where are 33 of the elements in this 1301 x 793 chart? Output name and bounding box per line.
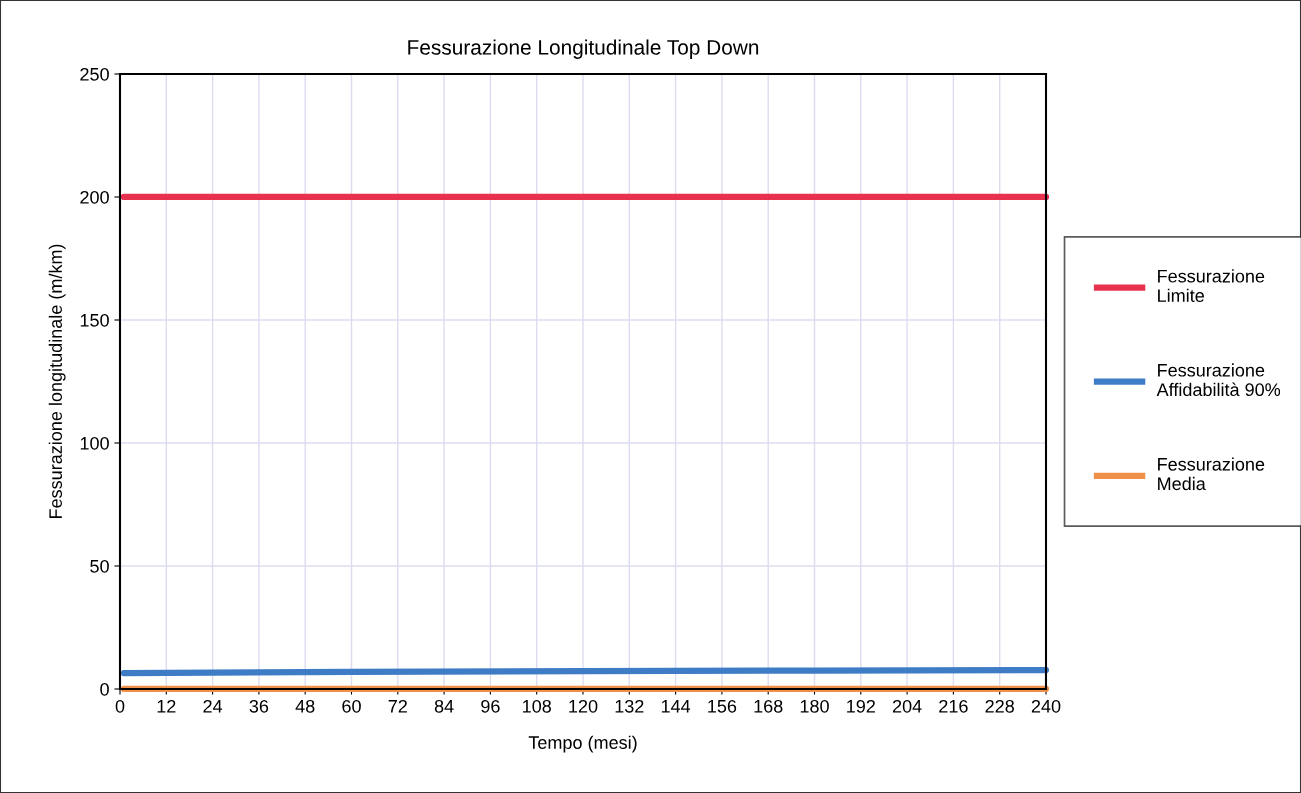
y-tick-label: 50 xyxy=(90,559,109,573)
y-tick-label: 0 xyxy=(100,682,109,696)
legend-label: Fessurazione Affidabilità 90% xyxy=(1156,363,1281,397)
y-tick-label: 200 xyxy=(80,190,109,204)
y-tick-label: 100 xyxy=(80,436,109,450)
x-tick-label: 168 xyxy=(754,699,783,713)
x-tick-label: 156 xyxy=(708,699,737,713)
x-tick-label: 96 xyxy=(481,699,500,713)
x-tick-label: 84 xyxy=(434,699,454,713)
x-tick-label: 216 xyxy=(939,699,968,713)
x-tick-label: 180 xyxy=(800,699,829,713)
chart-title: Fessurazione Longitudinale Top Down xyxy=(408,39,759,59)
x-tick-label: 204 xyxy=(892,699,922,713)
x-tick-label: 108 xyxy=(523,699,551,713)
x-tick-label: 144 xyxy=(661,700,691,713)
x-tick-label: 36 xyxy=(249,699,269,713)
legend-label: Fessurazione Media xyxy=(1158,457,1265,491)
x-axis-title: Tempo (mesi) xyxy=(528,735,637,753)
x-tick-label: 120 xyxy=(569,699,598,713)
x-tick-label: 24 xyxy=(203,699,223,713)
y-tick-label: 250 xyxy=(80,67,109,81)
legend-label: Fessurazione Limite xyxy=(1158,269,1265,303)
x-tick-label: 240 xyxy=(1031,699,1061,713)
y-tick-label: 150 xyxy=(80,313,109,327)
x-tick-label: 48 xyxy=(295,699,315,713)
x-tick-label: 12 xyxy=(157,699,176,713)
x-tick-label: 228 xyxy=(985,699,1014,713)
x-tick-label: 192 xyxy=(847,699,875,713)
x-tick-label: 72 xyxy=(388,699,407,713)
x-tick-label: 132 xyxy=(615,699,644,713)
x-tick-label: 60 xyxy=(342,699,361,713)
y-axis-title: Fessurazione longitudinale (m/km) xyxy=(48,244,66,518)
x-tick-label: 0 xyxy=(115,699,125,713)
